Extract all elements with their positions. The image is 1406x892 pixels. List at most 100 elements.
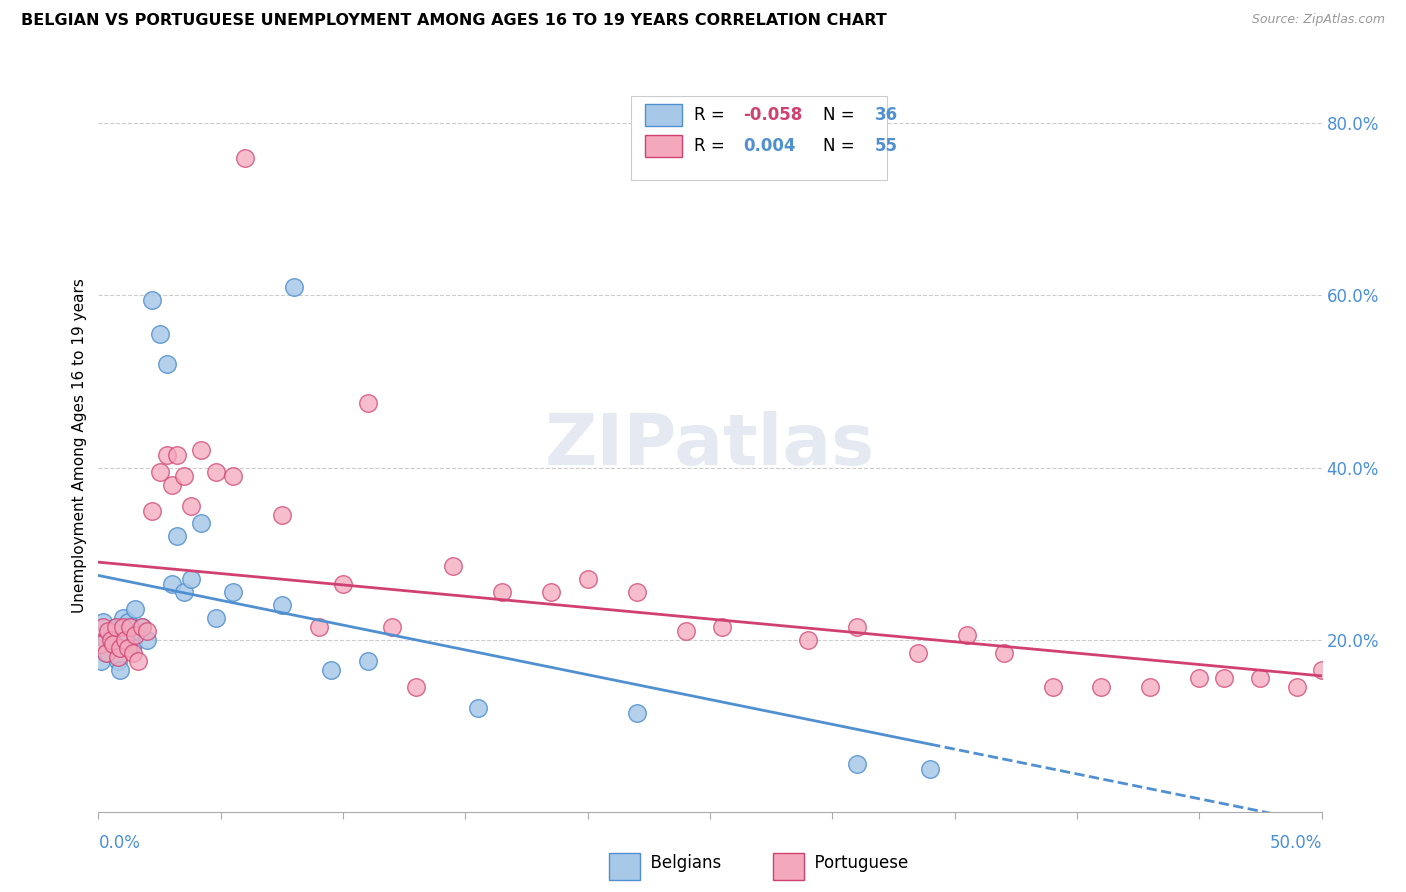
Point	[131, 620, 153, 634]
Point	[222, 469, 245, 483]
Point	[405, 680, 427, 694]
Point	[149, 465, 172, 479]
Point	[114, 632, 136, 647]
Point	[91, 620, 114, 634]
Point	[124, 628, 146, 642]
Point	[332, 576, 354, 591]
Point	[90, 654, 112, 668]
Point	[675, 624, 697, 638]
Point	[101, 637, 124, 651]
Point	[308, 620, 330, 634]
Point	[117, 641, 139, 656]
Point	[190, 516, 212, 531]
Point	[711, 620, 734, 634]
Text: 55: 55	[875, 137, 898, 155]
Point	[381, 620, 404, 634]
Point	[97, 624, 120, 638]
Point	[1286, 680, 1309, 694]
Point	[124, 602, 146, 616]
Text: Belgians: Belgians	[640, 855, 721, 872]
Point	[205, 465, 228, 479]
Point	[111, 620, 134, 634]
FancyBboxPatch shape	[630, 96, 887, 180]
Point	[173, 585, 195, 599]
Point	[233, 151, 256, 165]
Point	[120, 620, 142, 634]
Point	[114, 632, 136, 647]
Point	[356, 396, 378, 410]
Point	[1139, 680, 1161, 694]
Point	[160, 576, 183, 591]
Point	[1249, 671, 1271, 685]
Point	[1212, 671, 1234, 685]
Point	[626, 585, 648, 599]
Point	[127, 624, 149, 638]
Point	[90, 637, 112, 651]
Point	[91, 615, 114, 630]
Text: 36: 36	[875, 105, 898, 124]
Point	[94, 646, 117, 660]
Point	[104, 620, 127, 634]
Point	[205, 611, 228, 625]
Point	[120, 620, 142, 634]
Point	[101, 637, 124, 651]
Point	[270, 508, 294, 522]
Point	[141, 503, 163, 517]
Point	[107, 649, 129, 664]
Point	[1090, 680, 1112, 694]
Point	[121, 637, 143, 651]
Point	[920, 762, 942, 776]
Point	[121, 646, 143, 660]
Point	[845, 757, 868, 772]
Point	[491, 585, 513, 599]
Point	[180, 500, 202, 514]
Point	[956, 628, 979, 642]
Point	[845, 620, 868, 634]
Text: Portuguese: Portuguese	[804, 855, 908, 872]
Text: N =: N =	[823, 137, 859, 155]
Point	[467, 701, 489, 715]
Point	[131, 620, 153, 634]
Point	[136, 632, 159, 647]
Point	[576, 573, 599, 587]
Bar	[645, 103, 682, 126]
Point	[1310, 663, 1333, 677]
Point	[222, 585, 245, 599]
Text: R =: R =	[695, 137, 730, 155]
Point	[104, 620, 127, 634]
Point	[110, 663, 132, 677]
Point	[100, 624, 122, 638]
Point	[136, 624, 159, 638]
Point	[149, 327, 172, 342]
Point	[166, 529, 188, 543]
Y-axis label: Unemployment Among Ages 16 to 19 years: Unemployment Among Ages 16 to 19 years	[72, 278, 87, 614]
Point	[97, 646, 120, 660]
Point	[190, 443, 212, 458]
Text: ZIPatlas: ZIPatlas	[546, 411, 875, 481]
Point	[117, 615, 139, 630]
Text: N =: N =	[823, 105, 859, 124]
Bar	[645, 136, 682, 157]
Point	[540, 585, 562, 599]
Text: 0.004: 0.004	[742, 137, 796, 155]
Point	[110, 641, 132, 656]
Point	[94, 632, 117, 647]
Point	[356, 654, 378, 668]
Point	[141, 293, 163, 307]
Point	[107, 654, 129, 668]
Text: Source: ZipAtlas.com: Source: ZipAtlas.com	[1251, 13, 1385, 27]
Text: R =: R =	[695, 105, 730, 124]
Text: 0.0%: 0.0%	[98, 834, 141, 852]
Point	[156, 357, 179, 371]
Point	[993, 646, 1015, 660]
Point	[111, 611, 134, 625]
Text: -0.058: -0.058	[742, 105, 803, 124]
Point	[283, 280, 305, 294]
Point	[100, 632, 122, 647]
Point	[626, 706, 648, 720]
Text: 50.0%: 50.0%	[1270, 834, 1322, 852]
Point	[797, 632, 820, 647]
Point	[270, 598, 294, 612]
Point	[1042, 680, 1064, 694]
Point	[173, 469, 195, 483]
